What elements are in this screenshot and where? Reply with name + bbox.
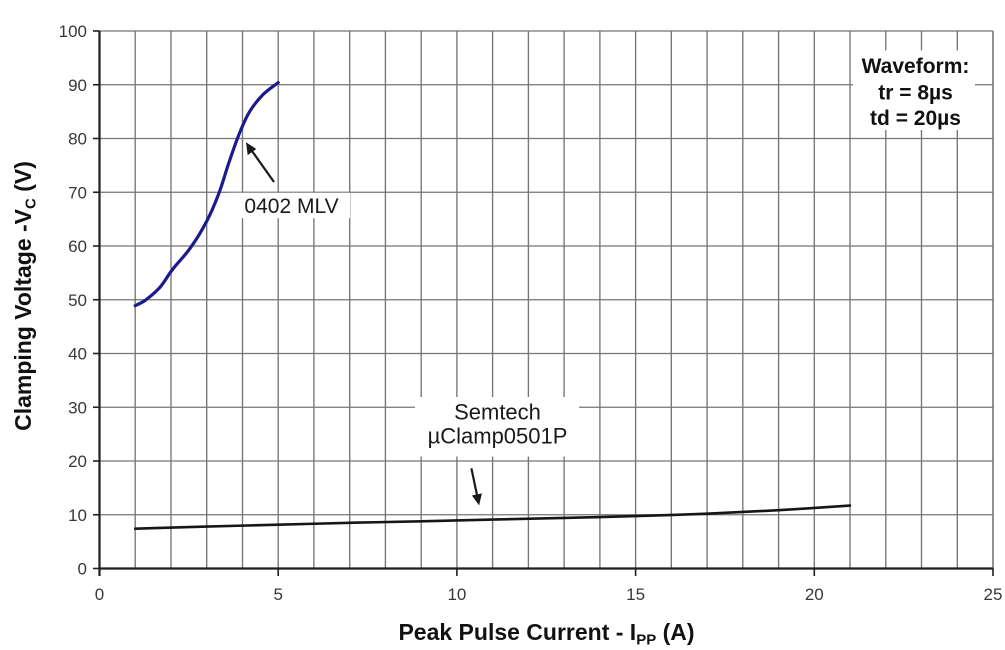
svg-text:0: 0 [78, 560, 87, 579]
svg-text:70: 70 [68, 183, 87, 202]
svg-text:10: 10 [68, 506, 87, 525]
svg-text:100: 100 [59, 22, 87, 41]
svg-text:15: 15 [626, 585, 645, 604]
svg-text:td = 20µs: td = 20µs [870, 107, 961, 130]
svg-text:0: 0 [95, 585, 104, 604]
svg-text:10: 10 [447, 585, 466, 604]
svg-text:µClamp0501P: µClamp0501P [428, 424, 568, 449]
svg-text:0402 MLV: 0402 MLV [244, 195, 338, 218]
svg-text:tr = 8µs: tr = 8µs [878, 81, 953, 104]
svg-text:40: 40 [68, 345, 87, 364]
svg-text:25: 25 [984, 585, 1003, 604]
svg-text:20: 20 [68, 452, 87, 471]
svg-text:Semtech: Semtech [454, 400, 541, 425]
svg-text:30: 30 [68, 398, 87, 417]
svg-text:Waveform:: Waveform: [862, 55, 970, 78]
svg-text:60: 60 [68, 237, 87, 256]
svg-text:90: 90 [68, 76, 87, 95]
svg-text:80: 80 [68, 130, 87, 149]
svg-text:5: 5 [273, 585, 282, 604]
svg-text:50: 50 [68, 291, 87, 310]
svg-text:20: 20 [805, 585, 824, 604]
